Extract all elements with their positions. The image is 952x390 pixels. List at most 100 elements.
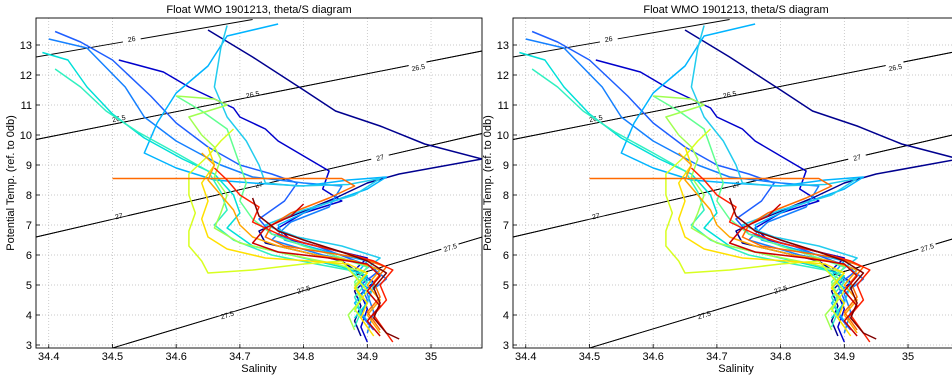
density-contour-27.5 <box>589 238 952 348</box>
contour-label-bg <box>408 60 428 74</box>
profile-line-17 <box>251 197 400 340</box>
profile-line-12 <box>677 146 852 337</box>
profile-line-13 <box>201 152 381 334</box>
y-tick-label: 7 <box>503 220 509 232</box>
contour-label: 27 <box>376 154 385 163</box>
profile-line-14 <box>589 177 865 331</box>
density-contour-26.5 <box>513 51 952 140</box>
contour-label-bg <box>917 240 937 254</box>
contour-label: 27.5 <box>220 311 235 322</box>
y-tick-label: 4 <box>503 310 509 322</box>
y-tick-label: 12 <box>497 70 509 82</box>
density-contour-27 <box>36 133 482 238</box>
contour-label: 26.5 <box>245 91 260 101</box>
y-tick-label: 10 <box>497 130 509 142</box>
contour-label: 26 <box>127 36 136 44</box>
profile-line-6 <box>213 25 381 304</box>
chart-title: Float WMO 1901213, theta/S diagram <box>166 4 351 16</box>
contour-label: 26 <box>604 36 613 44</box>
x-axis-label: Salinity <box>718 363 754 375</box>
profile-line-5 <box>620 23 865 322</box>
y-tick-label: 4 <box>26 310 32 322</box>
x-tick-label: 35 <box>425 351 437 363</box>
y-tick-label: 5 <box>503 280 509 292</box>
profile-line-5 <box>143 23 388 322</box>
contour-label: 27 <box>114 213 123 222</box>
contour-label: 27.5 <box>697 311 712 322</box>
profile-line-3 <box>531 30 858 331</box>
contour-label-bg <box>598 32 619 45</box>
y-axis-label: Potential Temp. (ref. to 0db) <box>5 115 17 251</box>
chart-title: Float WMO 1901213, theta/S diagram <box>643 4 828 16</box>
profile-line-10 <box>176 95 369 331</box>
y-tick-label: 9 <box>503 160 509 172</box>
x-tick-label: 34.7 <box>229 351 250 363</box>
y-tick-label: 8 <box>503 190 509 202</box>
profile-line-8 <box>54 68 369 328</box>
x-tick-label: 34.6 <box>642 351 663 363</box>
profile-line-9 <box>175 95 369 313</box>
density-contour-26.5 <box>36 50 482 140</box>
profile-line-11 <box>188 128 369 328</box>
contour-label-bg <box>121 32 142 45</box>
density-contour-27.5 <box>112 236 482 348</box>
y-tick-label: 12 <box>20 70 32 82</box>
contour-label-bg <box>885 60 905 74</box>
y-tick-label: 11 <box>498 100 509 112</box>
density-contour-27 <box>513 134 952 238</box>
x-tick-label: 34.4 <box>515 351 536 363</box>
y-tick-label: 11 <box>21 100 32 112</box>
y-tick-label: 10 <box>20 130 32 142</box>
contour-label: 27 <box>853 154 862 163</box>
profile-line-9 <box>652 95 846 313</box>
x-tick-label: 34.8 <box>770 351 791 363</box>
x-tick-label: 34.9 <box>357 351 378 363</box>
contour-label: 27.5 <box>920 243 935 254</box>
x-tick-label: 34.7 <box>706 351 727 363</box>
density-contour-26 <box>36 19 253 58</box>
y-tick-label: 6 <box>26 250 32 262</box>
x-tick-label: 35 <box>902 351 914 363</box>
x-tick-label: 34.9 <box>834 351 855 363</box>
contour-label-bg <box>440 240 460 254</box>
y-tick-label: 6 <box>503 250 509 262</box>
density-contour-26 <box>513 19 730 58</box>
y-tick-label: 9 <box>26 160 32 172</box>
contour-label: 26.5 <box>888 64 903 74</box>
y-tick-label: 3 <box>503 340 509 352</box>
contour-label: 27.5 <box>443 243 458 254</box>
profile-line-14 <box>112 177 388 331</box>
profile-line-10 <box>653 95 846 331</box>
contour-label: 27 <box>591 213 600 222</box>
x-tick-label: 34.5 <box>579 351 600 363</box>
x-tick-label: 34.6 <box>165 351 186 363</box>
contour-label: 26.5 <box>722 91 737 101</box>
contour-label-bg <box>694 307 714 322</box>
x-tick-label: 34.5 <box>102 351 123 363</box>
y-axis-label: Potential Temp. (ref. to 0db) <box>482 115 494 251</box>
y-tick-label: 5 <box>26 280 32 292</box>
y-tick-label: 3 <box>26 340 32 352</box>
contour-label-bg <box>847 150 867 164</box>
axes-frame <box>512 17 952 349</box>
y-tick-label: 7 <box>26 220 32 232</box>
contour-label-bg <box>217 307 237 322</box>
x-axis-label: Salinity <box>241 363 277 375</box>
y-tick-label: 13 <box>20 40 32 52</box>
axes-frame <box>35 17 483 349</box>
profile-line-13 <box>678 152 858 334</box>
profile-line-11 <box>665 128 846 328</box>
x-tick-label: 34.4 <box>38 351 59 363</box>
profile-line-6 <box>690 25 858 304</box>
profile-line-17 <box>728 197 877 340</box>
contour-label: 26.5 <box>411 64 426 74</box>
x-tick-label: 34.8 <box>293 351 314 363</box>
contour-label-bg <box>370 150 390 164</box>
profile-line-12 <box>200 146 375 337</box>
